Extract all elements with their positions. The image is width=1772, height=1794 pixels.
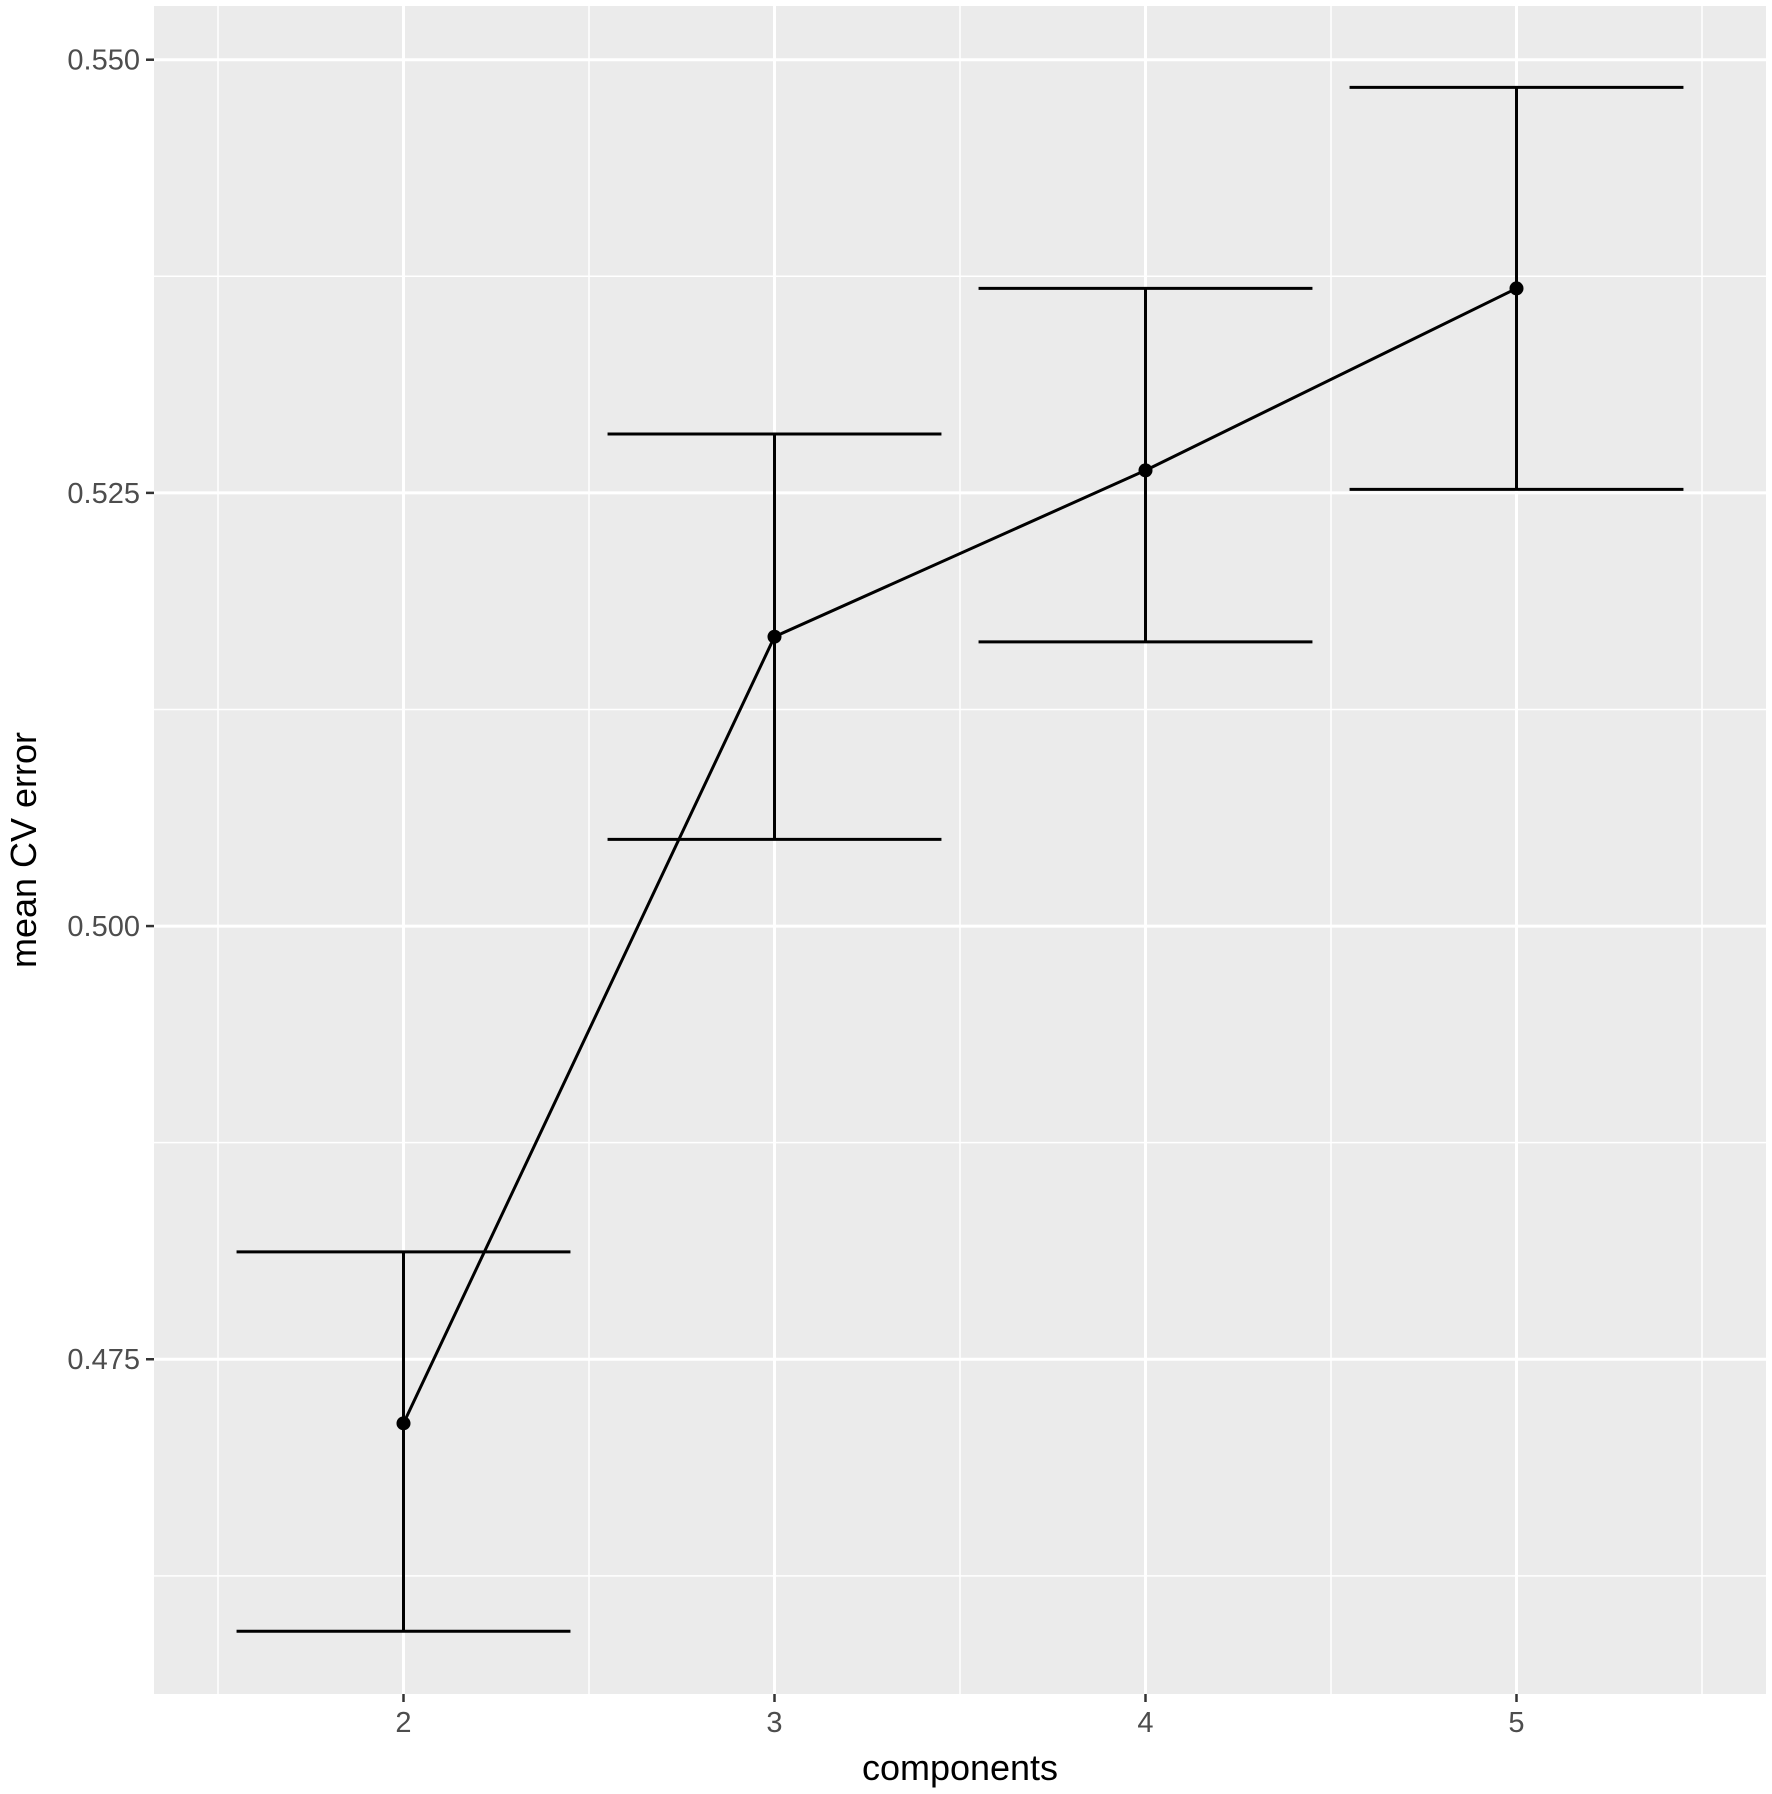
error-bars	[236, 85, 1684, 1633]
x-tick-label: 5	[1508, 1707, 1524, 1739]
data-point	[396, 1416, 411, 1431]
y-tick-label: 0.475	[67, 1344, 140, 1376]
x-tick-label: 2	[395, 1707, 411, 1739]
y-tick-label: 0.500	[67, 911, 140, 943]
y-axis-title: mean CV error	[3, 732, 44, 968]
data-point	[767, 629, 782, 644]
x-tick-labels: 2 3 4 5	[395, 1707, 1524, 1739]
x-tick-label: 4	[1137, 1707, 1153, 1739]
axis-ticks	[146, 58, 1518, 1702]
y-tick-labels: 0.475 0.500 0.525 0.550	[67, 45, 140, 1377]
y-tick-label: 0.550	[67, 45, 140, 77]
y-tick-label: 0.525	[67, 478, 140, 510]
data-points	[396, 281, 1524, 1431]
minor-gridlines	[154, 6, 1766, 1694]
x-axis-title: components	[862, 1747, 1058, 1788]
series-line	[402, 287, 1518, 1424]
data-point	[1509, 281, 1524, 296]
x-tick-label: 3	[766, 1707, 782, 1739]
data-point	[1138, 463, 1153, 478]
